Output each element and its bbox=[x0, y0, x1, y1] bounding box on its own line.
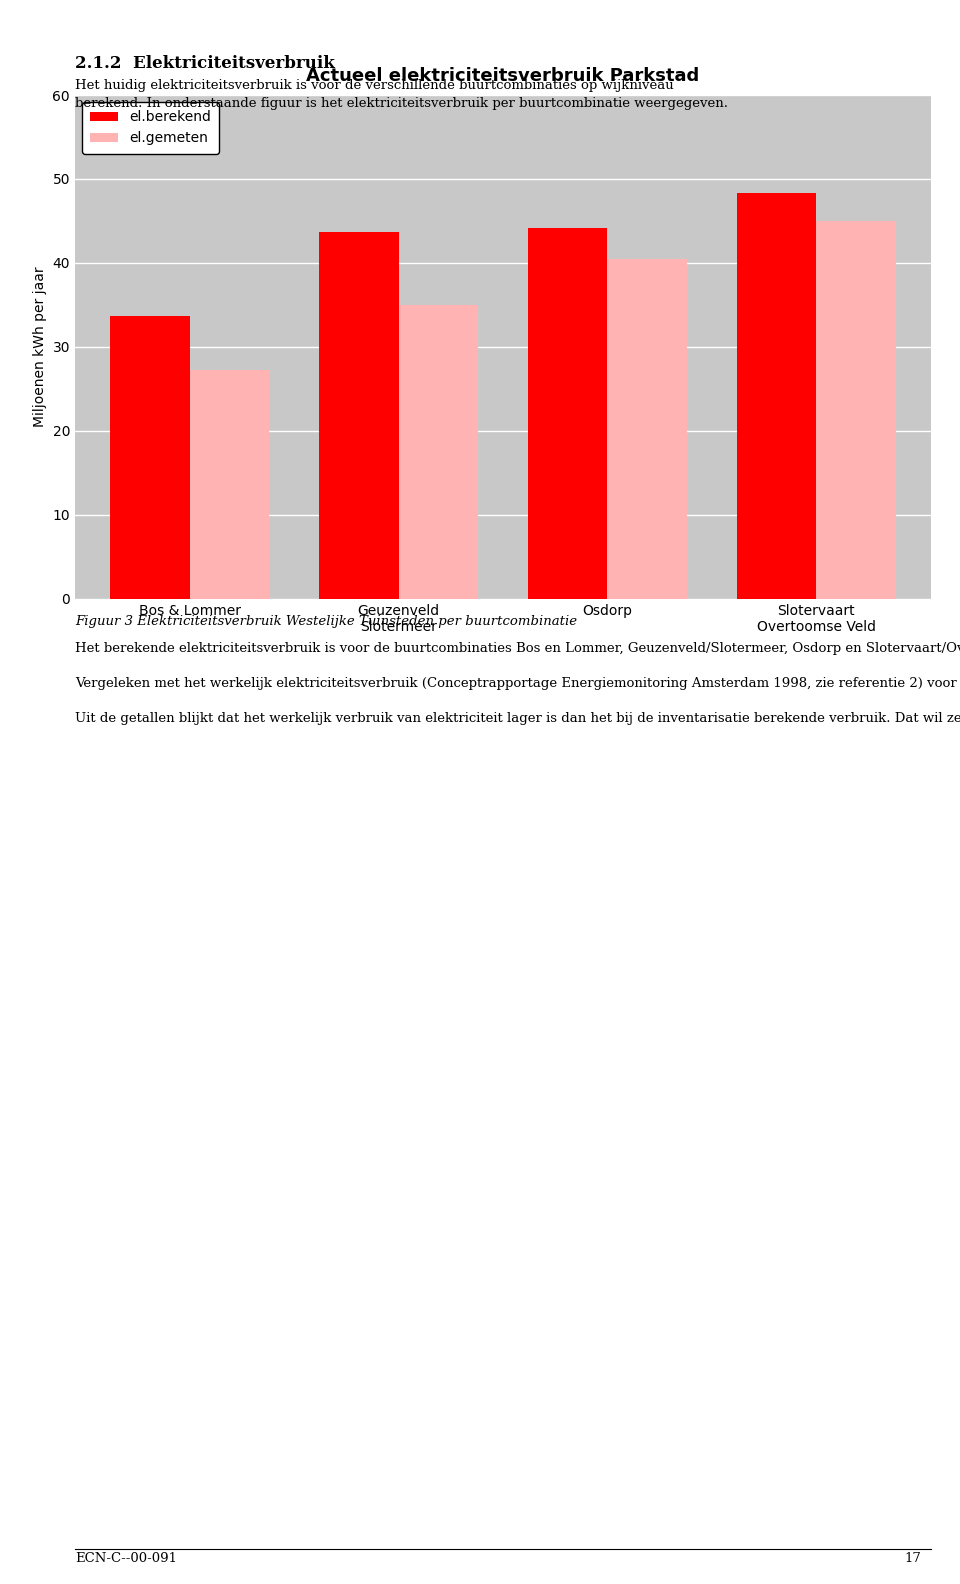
Legend: el.berekend, el.gemeten: el.berekend, el.gemeten bbox=[82, 101, 219, 154]
Text: 2.1.2  Elektriciteitsverbruik: 2.1.2 Elektriciteitsverbruik bbox=[75, 55, 335, 73]
Text: Het berekende elektriciteitsverbruik is voor de buurtcombinaties Bos en Lommer, : Het berekende elektriciteitsverbruik is … bbox=[75, 642, 960, 724]
Bar bbox=[608, 258, 686, 599]
Y-axis label: Miljoenen kWh per jaar: Miljoenen kWh per jaar bbox=[33, 266, 47, 428]
Bar bbox=[816, 220, 896, 599]
Text: Figuur 3 Elektriciteitsverbruik Westelijke Tuinsteden per buurtcombinatie: Figuur 3 Elektriciteitsverbruik Westelij… bbox=[75, 615, 577, 627]
Bar bbox=[528, 228, 608, 599]
Bar bbox=[320, 231, 398, 599]
Text: 17: 17 bbox=[904, 1552, 922, 1565]
Title: Actueel elektriciteitsverbruik Parkstad: Actueel elektriciteitsverbruik Parkstad bbox=[306, 67, 700, 86]
Bar bbox=[398, 304, 478, 599]
Bar bbox=[110, 315, 190, 599]
Text: Het huidig elektriciteitsverbruik is voor de verschillende buurtcombinaties op w: Het huidig elektriciteitsverbruik is voo… bbox=[75, 79, 728, 111]
Bar bbox=[190, 371, 269, 599]
Bar bbox=[737, 193, 816, 599]
Text: ECN-C--00-091: ECN-C--00-091 bbox=[75, 1552, 177, 1565]
